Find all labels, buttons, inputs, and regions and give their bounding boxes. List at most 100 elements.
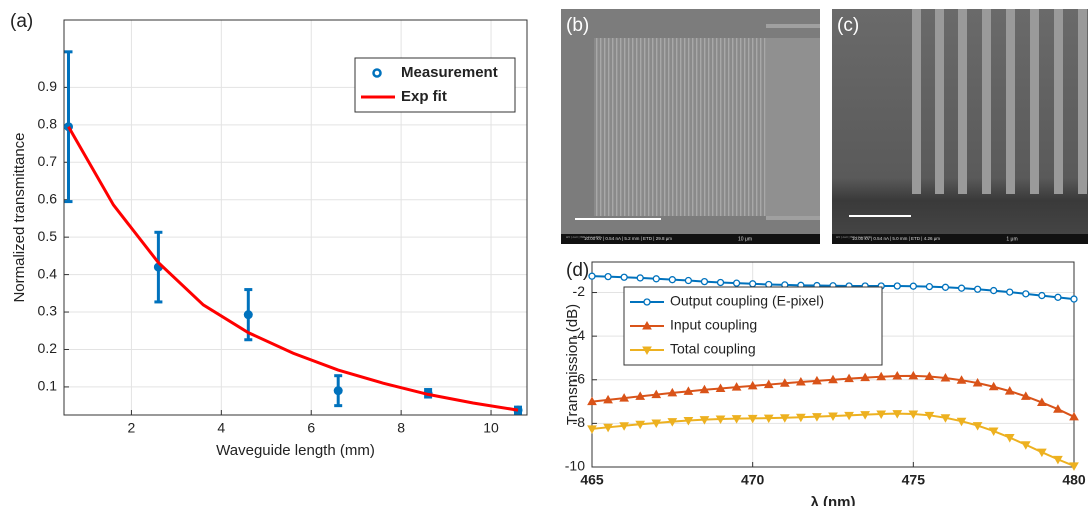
y-tick-label: 0.3 xyxy=(38,303,58,319)
data-point xyxy=(668,276,676,284)
sem-image-c: 10.00 kV | 0.54 nA | 5.0 mm | ETD | 4.26… xyxy=(832,9,1088,244)
data-point xyxy=(604,272,612,281)
data-point xyxy=(908,410,919,420)
data-point xyxy=(683,417,694,426)
x-tick-label: 8 xyxy=(397,420,405,436)
data-point xyxy=(1004,434,1015,443)
data-point xyxy=(1037,448,1047,458)
legend-label: Input coupling xyxy=(670,317,757,333)
image-scale: 10 μm xyxy=(738,236,752,242)
data-point xyxy=(619,422,629,431)
data-point xyxy=(844,411,854,421)
data-point xyxy=(715,415,726,425)
data-point xyxy=(828,412,838,421)
data-point xyxy=(619,393,629,402)
data-point xyxy=(1020,391,1031,400)
legend-label: Exp fit xyxy=(401,88,447,105)
data-point xyxy=(1020,441,1031,450)
panel-label: (c) xyxy=(837,15,859,36)
data-point xyxy=(1037,397,1047,406)
data-point xyxy=(779,378,790,387)
data-point xyxy=(1054,293,1062,301)
data-point xyxy=(956,375,967,384)
axes-frame xyxy=(63,19,528,416)
data-point xyxy=(749,280,757,288)
data-point xyxy=(893,282,901,290)
image-scale: 1 μm xyxy=(1006,236,1017,242)
x-tick-label: 6 xyxy=(307,420,315,436)
data-point xyxy=(699,384,710,394)
data-point xyxy=(972,378,983,387)
x-tick-label: 470 xyxy=(741,472,765,488)
y-tick-label: -8 xyxy=(573,414,586,430)
x-tick-label: 465 xyxy=(580,472,604,488)
y-axis-label: Transmission (dB) xyxy=(564,304,581,425)
x-tick-label: 10 xyxy=(483,420,499,436)
panel-label: (a) xyxy=(10,11,33,32)
data-point xyxy=(940,373,951,382)
data-point xyxy=(635,420,646,430)
data-point xyxy=(988,381,999,391)
data-point xyxy=(763,414,774,424)
data-point xyxy=(941,283,950,291)
y-tick-label: 0.7 xyxy=(38,153,58,169)
y-tick-label: 0.1 xyxy=(38,378,58,394)
axes-frame xyxy=(591,261,1075,468)
y-tick-label: -2 xyxy=(573,283,586,299)
data-point xyxy=(924,411,935,421)
y-tick-label: -6 xyxy=(573,370,586,386)
data-point xyxy=(1069,462,1079,471)
data-point xyxy=(796,413,806,423)
data-point xyxy=(651,389,662,399)
x-tick-label: 475 xyxy=(902,472,926,488)
data-point xyxy=(731,382,742,391)
y-tick-label: -10 xyxy=(565,458,585,474)
data-point xyxy=(828,374,838,384)
data-point xyxy=(1038,291,1046,300)
data-point xyxy=(636,274,644,282)
data-point xyxy=(1053,455,1063,465)
data-point xyxy=(812,375,822,385)
x-tick-label: 480 xyxy=(1062,472,1086,488)
x-tick-label: 4 xyxy=(217,420,225,436)
data-point xyxy=(796,376,806,386)
data-point xyxy=(812,413,822,422)
data-point xyxy=(925,282,934,291)
x-axis-label: Waveguide length (mm) xyxy=(216,442,375,459)
data-point xyxy=(1004,386,1015,395)
panel-label: (b) xyxy=(566,15,589,36)
data-point xyxy=(909,282,917,290)
data-point xyxy=(957,284,966,292)
data-point xyxy=(990,286,998,295)
data-point xyxy=(972,422,983,431)
data-point xyxy=(732,279,741,287)
legend-marker xyxy=(372,68,382,78)
legend-label: Total coupling xyxy=(670,341,756,357)
y-tick-label: 0.6 xyxy=(38,190,58,206)
data-point xyxy=(973,285,982,293)
data-point xyxy=(620,273,628,281)
data-point xyxy=(683,386,694,395)
data-point xyxy=(763,379,774,389)
data-point xyxy=(1053,404,1063,413)
y-axis-label: Normalized transmittance xyxy=(11,132,28,302)
data-point xyxy=(651,419,662,428)
x-axis-label: λ (nm) xyxy=(811,494,856,506)
y-tick-label: 0.5 xyxy=(38,228,58,244)
panel-label: (d) xyxy=(566,260,589,281)
y-tick-label: 0.8 xyxy=(38,116,58,132)
data-point xyxy=(684,276,693,285)
data-point xyxy=(860,411,870,420)
legend-box xyxy=(354,57,516,113)
data-point xyxy=(667,418,678,427)
data-point xyxy=(876,371,887,381)
image-info: 10.00 kV | 0.54 nA | 5.0 mm | ETD | 4.26… xyxy=(852,236,940,241)
data-point xyxy=(892,410,903,419)
data-point xyxy=(667,387,678,397)
data-point xyxy=(1006,288,1014,296)
data-point xyxy=(588,272,596,280)
y-tick-label: -4 xyxy=(573,327,586,343)
data-point xyxy=(635,391,646,400)
data-point xyxy=(1022,290,1030,298)
